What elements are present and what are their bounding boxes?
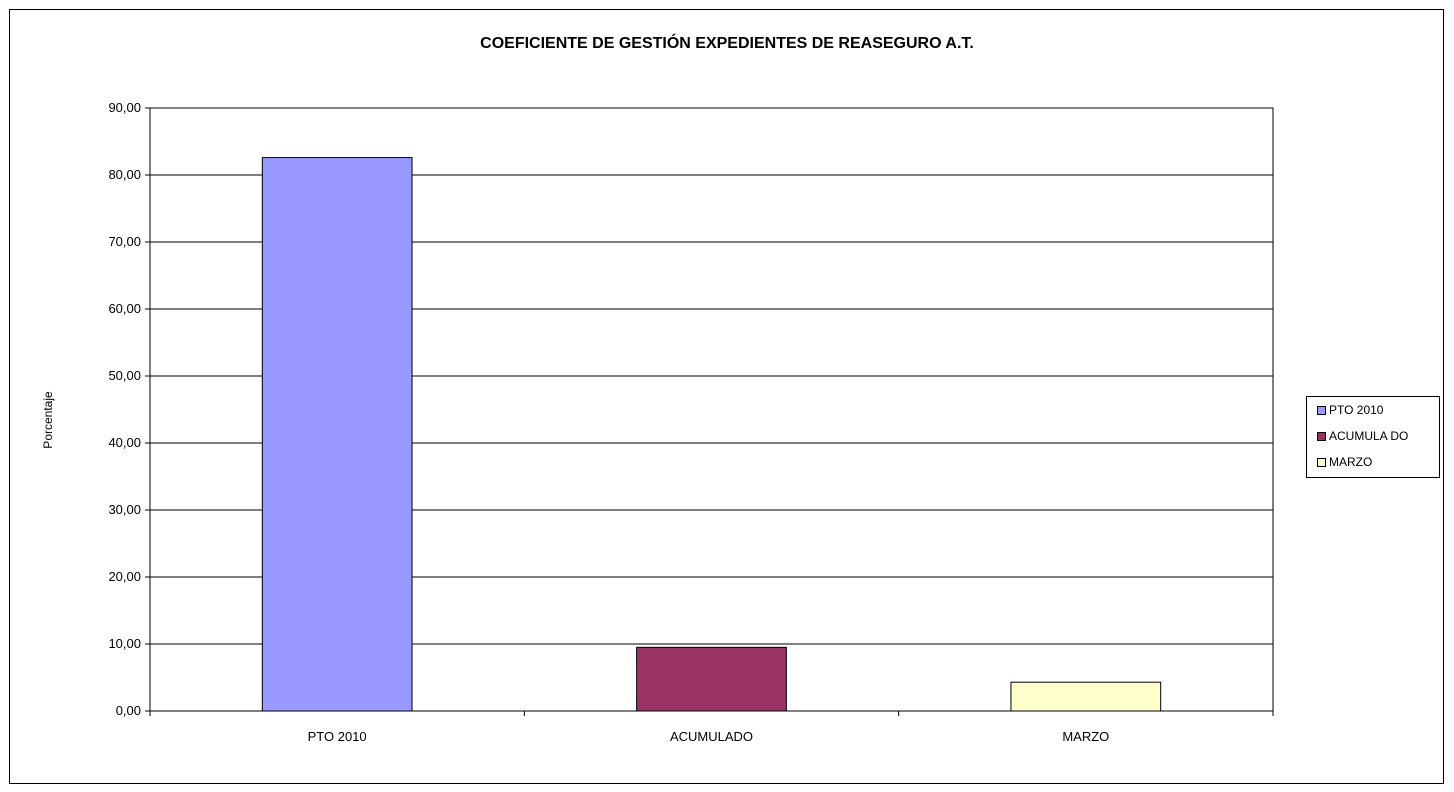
legend-swatch-1 bbox=[1317, 405, 1326, 415]
bar bbox=[261, 157, 413, 712]
y-tick-label: 0,00 bbox=[116, 703, 141, 718]
legend-label-1: PTO 2010 bbox=[1329, 403, 1384, 417]
y-tick-label: 30,00 bbox=[108, 502, 141, 517]
y-tick-label: 90,00 bbox=[108, 100, 141, 115]
x-tick-label: ACUMULADO bbox=[670, 729, 753, 744]
legend-label-2: ACUMULA DO bbox=[1329, 429, 1409, 443]
bar bbox=[636, 646, 787, 712]
x-tick-label: MARZO bbox=[1062, 729, 1109, 744]
legend-swatch-2 bbox=[1317, 431, 1326, 441]
legend-item-1: PTO 2010 bbox=[1317, 402, 1383, 418]
y-tick-label: 50,00 bbox=[108, 368, 141, 383]
y-tick-label: 10,00 bbox=[108, 636, 141, 651]
legend-label-3: MARZO bbox=[1329, 455, 1373, 469]
chart-frame bbox=[9, 9, 1444, 784]
y-tick-label: 60,00 bbox=[108, 301, 141, 316]
y-tick-label: 20,00 bbox=[108, 569, 141, 584]
legend-item-2: ACUMULA DO bbox=[1317, 428, 1408, 444]
chart-title: COEFICIENTE DE GESTIÓN EXPEDIENTES DE RE… bbox=[480, 35, 974, 52]
y-tick-label: 70,00 bbox=[108, 234, 141, 249]
legend: PTO 2010 ACUMULA DO MARZO bbox=[1306, 396, 1440, 478]
bar bbox=[1010, 681, 1162, 712]
legend-swatch-3 bbox=[1317, 457, 1326, 467]
legend-item-3: MARZO bbox=[1317, 454, 1372, 470]
y-tick-label: 80,00 bbox=[108, 167, 141, 182]
x-tick-label: PTO 2010 bbox=[308, 729, 367, 744]
y-tick-label: 40,00 bbox=[108, 435, 141, 450]
